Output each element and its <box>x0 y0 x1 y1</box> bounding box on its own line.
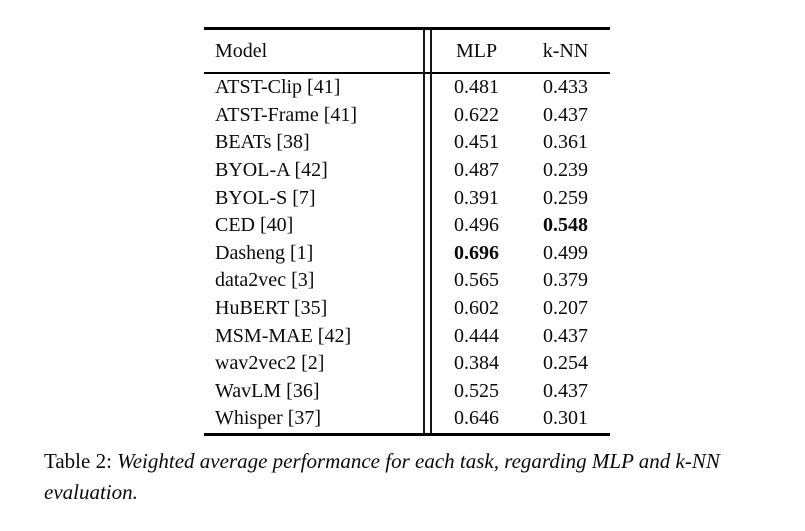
model-performance-table: Model MLP k-NN ATST-Clip [41] 0.481 0.433 A… <box>204 27 610 436</box>
mlp-value: 0.451 <box>454 131 499 154</box>
mlp-value: 0.565 <box>454 269 499 292</box>
model-cell: BEATs [38] <box>215 131 310 154</box>
knn-value: 0.301 <box>543 407 588 430</box>
double-rule-separator <box>423 101 432 130</box>
column-header-mlp: MLP <box>455 39 498 62</box>
mlp-value: 0.602 <box>454 297 499 320</box>
table-row: wav2vec2 [2] 0.384 0.254 <box>204 349 610 378</box>
table-row: BEATs [38] 0.451 0.361 <box>204 129 610 157</box>
model-cell: HuBERT [35] <box>215 297 328 320</box>
model-cell: data2vec [3] <box>215 269 315 292</box>
caption-label: Table 2: <box>44 449 112 473</box>
mlp-value: 0.384 <box>454 352 499 375</box>
table-row: CED [40] 0.496 0.548 <box>204 211 610 240</box>
knn-value: 0.437 <box>543 103 588 126</box>
mlp-value: 0.646 <box>454 407 499 430</box>
double-rule-separator <box>423 349 432 378</box>
table-row: Whisper [37] 0.646 0.301 <box>204 405 610 435</box>
mlp-value: 0.487 <box>454 159 499 182</box>
double-rule-separator <box>423 322 432 350</box>
knn-value: 0.254 <box>543 352 588 375</box>
results-table: Model MLP k-NN ATST-Clip [41] 0.481 0.433 A… <box>204 27 610 436</box>
double-rule-separator <box>423 267 432 295</box>
double-rule-separator <box>423 405 432 435</box>
knn-value: 0.361 <box>543 131 588 154</box>
double-rule-separator <box>423 239 432 268</box>
caption-text: Weighted average performance for each ta… <box>44 449 720 504</box>
table-row: ATST-Frame [41] 0.622 0.437 <box>204 101 610 130</box>
mlp-value: 0.525 <box>454 379 499 402</box>
model-cell: CED [40] <box>215 214 294 237</box>
double-rule-separator <box>423 129 432 157</box>
model-cell: WavLM [36] <box>215 379 320 402</box>
double-rule-separator <box>423 28 432 73</box>
double-rule-separator <box>423 73 432 102</box>
mlp-value: 0.696 <box>454 241 499 264</box>
double-rule-separator <box>423 184 432 212</box>
model-cell: BYOL-A [42] <box>215 159 328 182</box>
knn-value: 0.259 <box>543 186 588 209</box>
mlp-value: 0.444 <box>454 324 499 347</box>
model-cell: ATST-Frame [41] <box>215 103 358 126</box>
knn-value: 0.239 <box>543 159 588 182</box>
model-cell: wav2vec2 [2] <box>215 352 325 375</box>
mlp-value: 0.481 <box>454 76 499 99</box>
double-rule-separator <box>423 211 432 240</box>
double-rule-separator <box>423 156 432 185</box>
mlp-value: 0.496 <box>454 214 499 237</box>
knn-value: 0.437 <box>543 379 588 402</box>
mlp-value: 0.622 <box>454 103 499 126</box>
table-row: MSM-MAE [42] 0.444 0.437 <box>204 322 610 350</box>
table-body: ATST-Clip [41] 0.481 0.433 ATST-Frame [41] 0… <box>204 73 610 435</box>
knn-value: 0.379 <box>543 269 588 292</box>
double-rule-separator <box>423 294 432 323</box>
header-row: Model MLP k-NN <box>204 28 610 73</box>
knn-value: 0.207 <box>543 297 588 320</box>
table-row: WavLM [36] 0.525 0.437 <box>204 377 610 406</box>
knn-value: 0.437 <box>543 324 588 347</box>
table-row: HuBERT [35] 0.602 0.207 <box>204 294 610 323</box>
double-rule-separator <box>423 377 432 406</box>
table-row: BYOL-A [42] 0.487 0.239 <box>204 156 610 185</box>
mlp-value: 0.391 <box>454 186 499 209</box>
model-cell: ATST-Clip [41] <box>215 76 341 99</box>
model-cell: BYOL-S [7] <box>215 186 316 209</box>
table-row: data2vec [3] 0.565 0.379 <box>204 267 610 295</box>
knn-value: 0.499 <box>543 241 588 264</box>
model-cell: Whisper [37] <box>215 407 322 430</box>
table-caption: Table 2: Weighted average performance fo… <box>44 446 776 508</box>
table-header: Model MLP k-NN <box>204 28 610 73</box>
model-cell: Dasheng [1] <box>215 241 314 264</box>
knn-value: 0.433 <box>543 76 588 99</box>
table-row: Dasheng [1] 0.696 0.499 <box>204 239 610 268</box>
table-row: BYOL-S [7] 0.391 0.259 <box>204 184 610 212</box>
column-header-knn: k-NN <box>542 39 589 62</box>
knn-value: 0.548 <box>543 214 588 237</box>
model-cell: MSM-MAE [42] <box>215 324 352 347</box>
column-header-model: Model <box>215 39 268 62</box>
table-row: ATST-Clip [41] 0.481 0.433 <box>204 73 610 102</box>
